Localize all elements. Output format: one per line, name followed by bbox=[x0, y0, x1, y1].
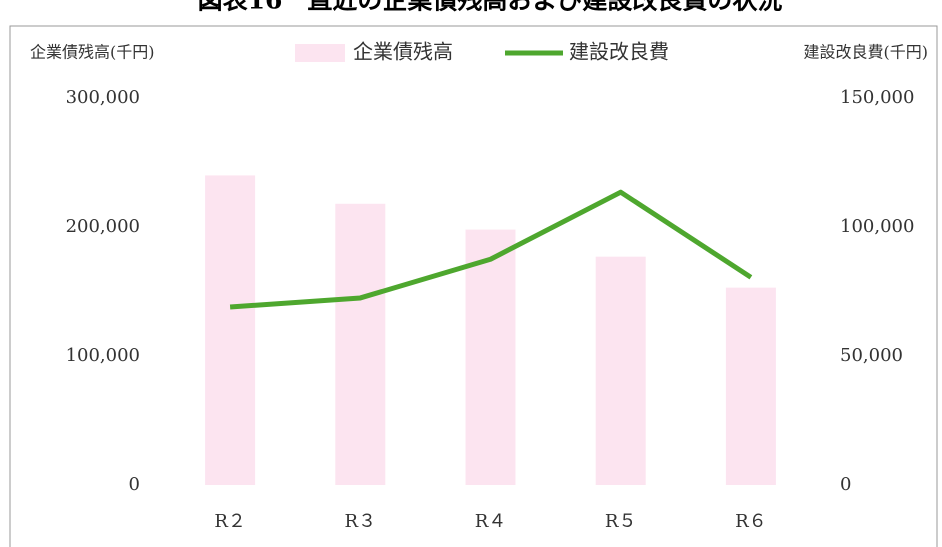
y2-tick-label: 0 bbox=[840, 474, 851, 495]
x-tick-label: R４ bbox=[475, 511, 507, 532]
x-tick-label: R６ bbox=[735, 511, 767, 532]
x-tick-label: R２ bbox=[214, 511, 246, 532]
x-tick-label: R３ bbox=[345, 511, 377, 532]
legend-label: 企業債残高 bbox=[353, 40, 453, 64]
y-tick-label: 100,000 bbox=[66, 345, 140, 366]
y-tick-label: 200,000 bbox=[66, 216, 140, 237]
y-axis-label: 企業債残高(千円) bbox=[30, 43, 155, 62]
chart-title: 図表16 直近の企業債残高および建設改良費の状況 bbox=[198, 0, 783, 15]
bar bbox=[465, 229, 516, 485]
line bbox=[229, 189, 753, 310]
bar bbox=[595, 256, 646, 485]
y2-axis-label: 建設改良費(千円) bbox=[804, 43, 929, 62]
bar bbox=[205, 175, 256, 485]
legend-label: 建設改良費 bbox=[569, 40, 669, 64]
y-tick-label: 0 bbox=[129, 474, 140, 495]
x-tick-label: R５ bbox=[605, 511, 637, 532]
y2-tick-label: 50,000 bbox=[840, 345, 903, 366]
bar bbox=[725, 287, 776, 485]
y2-tick-label: 150,000 bbox=[840, 87, 914, 108]
y-tick-label: 300,000 bbox=[66, 87, 140, 108]
legend-swatch bbox=[295, 44, 345, 62]
y2-tick-label: 100,000 bbox=[840, 216, 914, 237]
bar bbox=[335, 203, 386, 485]
